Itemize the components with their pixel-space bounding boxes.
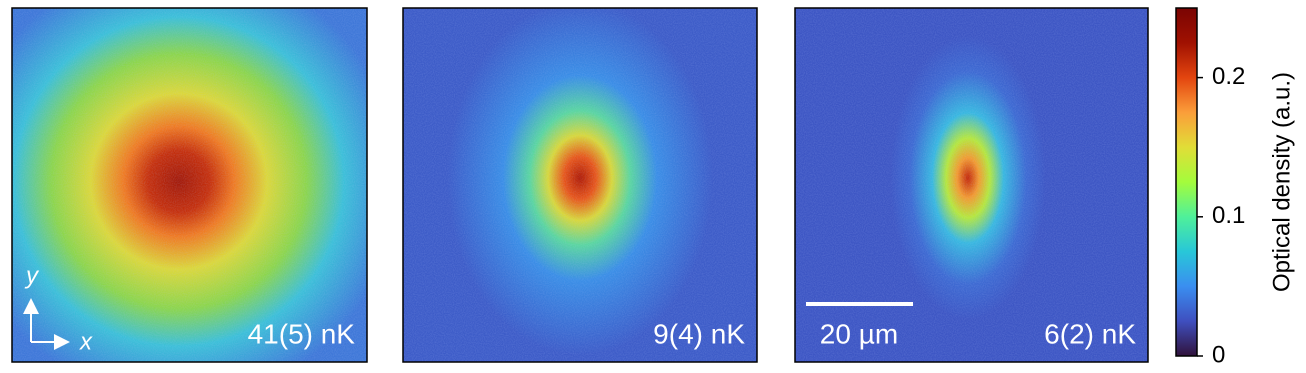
frame xyxy=(402,7,758,363)
panel-label: 6(2) nK xyxy=(1044,318,1136,349)
panel: y x 41(5) nK xyxy=(11,7,368,363)
panel-label: 41(5) nK xyxy=(248,318,356,349)
tick-label: 0 xyxy=(1212,341,1225,368)
colorbar-scale xyxy=(1175,7,1198,357)
panel: 20 µm 6(2) nK xyxy=(794,7,1149,363)
panel: 9(4) nK xyxy=(402,7,758,363)
image-noise xyxy=(12,8,367,362)
axis-label: y xyxy=(24,262,40,289)
panel-label: 9(4) nK xyxy=(653,318,745,349)
colorbar-label: Optical density (a.u.) xyxy=(1268,72,1295,292)
tick-label: 0.1 xyxy=(1212,202,1245,229)
scale-bar-label: 20 µm xyxy=(820,318,898,349)
colorbar: Optical density (a.u.) 0 0.1 0.2 xyxy=(1175,7,1295,368)
image-noise xyxy=(795,8,1148,362)
frame xyxy=(11,7,368,363)
image-noise xyxy=(403,8,757,362)
axis-label: x xyxy=(79,328,93,355)
tick-label: 0.2 xyxy=(1212,63,1245,90)
frame xyxy=(794,7,1149,363)
